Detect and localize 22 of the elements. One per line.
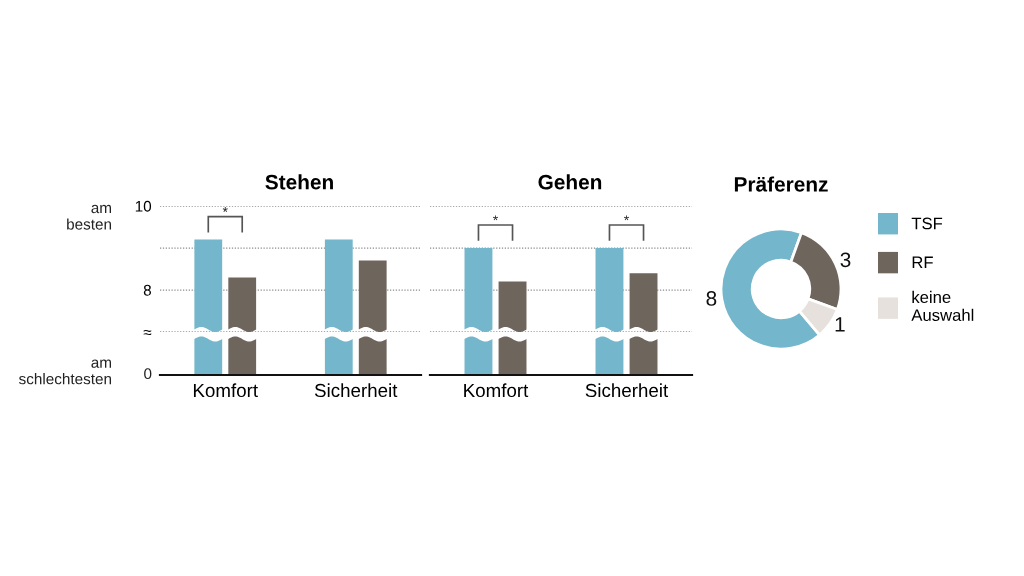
legend-label: TSF: [911, 217, 943, 230]
x-tick-label: Sicherheit: [314, 383, 398, 398]
x-tick-label: Komfort: [464, 383, 529, 398]
data-label: 1: [835, 317, 845, 332]
annotation: *: [493, 215, 498, 221]
x-tick-label: Sicherheit: [585, 383, 669, 398]
chart-title: Gehen: [538, 174, 602, 190]
text: 0: [144, 368, 152, 380]
legend-label: RF: [912, 256, 933, 269]
chart-title: Präferenz: [734, 176, 828, 192]
annotation: *: [624, 215, 629, 221]
data-label: 8: [706, 291, 717, 306]
legend-label: keine Auswahl: [911, 290, 974, 322]
y-tick-label: 10: [135, 200, 152, 212]
x-tick-label: Komfort: [193, 383, 258, 398]
y-tick-label: ≈: [143, 329, 152, 336]
chart-title: Stehen: [265, 174, 333, 190]
y-tick-label: 8: [143, 284, 151, 296]
text: am schlechtesten: [19, 359, 112, 385]
text: am besten: [67, 204, 112, 230]
annotation: *: [222, 207, 228, 212]
data-label: 3: [840, 252, 851, 268]
